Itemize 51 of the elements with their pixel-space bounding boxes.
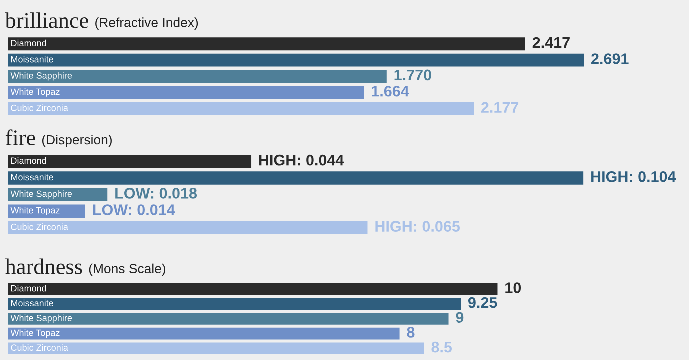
bar [8,204,86,218]
data-label: 1.770 [394,70,432,81]
bar [8,155,252,168]
data-label: HIGH: 0.065 [376,221,460,232]
category-label: Cubic Zirconia [11,104,68,112]
data-label: HIGH: 0.104 [592,171,676,182]
data-label: 9.25 [468,297,498,308]
bar [8,221,368,235]
bar [8,172,584,185]
bar [8,298,462,310]
category-label: White Sapphire [10,72,72,81]
data-label: 1.664 [372,86,410,97]
category-label: Moissanite [11,174,54,181]
bar [8,342,424,355]
data-label: 2.417 [532,37,570,48]
chart-subtitle: (Mons Scale) [89,264,166,276]
data-label: 9 [456,312,464,324]
data-label: 2.691 [592,54,629,64]
chart-title: hardness [5,258,82,274]
data-label: 10 [506,282,522,294]
category-label: White Sapphire [10,190,72,199]
bar [8,328,400,340]
chart-title: fire [6,130,36,146]
chart-subtitle: (Dispersion) [42,134,112,148]
category-label: White Topaz [10,330,60,338]
bar [8,313,449,325]
bar [8,86,364,100]
data-label: 8.5 [432,342,452,353]
data-label: LOW: 0.014 [93,204,176,216]
bar [8,283,498,296]
category-label: Diamond [11,157,46,164]
category-label: White Topaz [10,88,60,97]
data-label: 2.177 [482,102,519,113]
data-label: HIGH: 0.044 [259,154,344,166]
bar [8,188,108,202]
bar [8,70,387,83]
category-label: Cubic Zirconia [11,344,68,352]
bar [8,54,584,67]
category-label: White Sapphire [10,314,72,324]
data-label: 8 [407,327,415,338]
category-label: Cubic Zirconia [11,224,68,230]
category-label: Diamond [11,285,46,292]
category-label: Moissanite [11,300,54,307]
category-label: Diamond [11,40,46,47]
bar [8,38,526,51]
category-label: Moissanite [11,56,54,63]
data-label: LOW: 0.018 [116,188,198,199]
category-label: White Topaz [10,207,60,216]
bar [8,102,474,116]
chart-subtitle: (Refractive Index) [96,18,198,30]
chart-title: brilliance [5,12,88,28]
